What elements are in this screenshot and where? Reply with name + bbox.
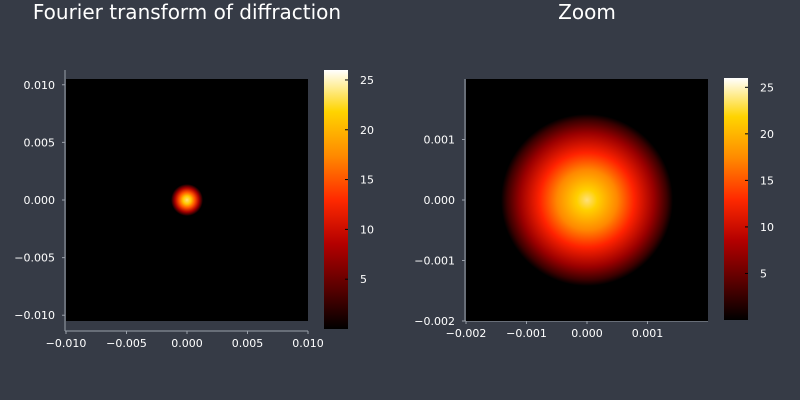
y-tick-label: −0.002: [414, 315, 455, 328]
colorbar-tick-label: 20: [360, 124, 374, 137]
colorbar-2: 5 10 15 20 25: [724, 78, 774, 320]
diffraction-peak-2: [501, 114, 673, 286]
x-tick-label: 0.000: [571, 327, 603, 340]
x-axis-2: −0.002 −0.001 0.000 0.001: [446, 320, 708, 340]
chart-panel-2: Zoom 0.001 0.000 −0.001 −0.002 −0.002 −0.001…: [414, 0, 774, 340]
y-tick-label: −0.010: [14, 309, 55, 322]
x-tick-label: 0.005: [232, 337, 264, 350]
y-tick-label: −0.001: [414, 255, 455, 268]
y-axis-1: 0.010 0.005 0.000 −0.005 −0.010: [14, 70, 66, 331]
x-tick-label: −0.010: [46, 337, 87, 350]
x-tick-label: 0.001: [632, 327, 664, 340]
y-tick-label: 0.005: [24, 136, 56, 149]
colorbar-tick-label: 5: [760, 267, 767, 280]
y-tick-label: 0.001: [424, 134, 456, 147]
diffraction-peak-1: [171, 184, 203, 216]
chart-title-2: Zoom: [558, 0, 616, 24]
colorbar-gradient-2: [724, 78, 748, 320]
colorbar-tick-label: 25: [760, 81, 774, 94]
x-tick-label: −0.005: [106, 337, 147, 350]
x-tick-label: −0.002: [446, 327, 487, 340]
colorbar-1: 5 10 15 20 25: [324, 70, 374, 329]
colorbar-tick-label: 15: [760, 174, 774, 187]
colorbar-tick-label: 25: [360, 74, 374, 87]
colorbar-gradient-1: [324, 70, 348, 329]
colorbar-tick-label: 15: [360, 174, 374, 187]
colorbar-tick-label: 10: [360, 223, 374, 236]
y-axis-2: 0.001 0.000 −0.001 −0.002: [414, 79, 466, 328]
colorbar-tick-label: 10: [760, 221, 774, 234]
x-tick-label: −0.001: [506, 327, 547, 340]
y-tick-label: 0.000: [424, 194, 456, 207]
chart-panel-1: Fourier transform of diffraction 0.0100.…: [14, 0, 374, 350]
y-tick-label: 0.000: [24, 194, 56, 207]
x-axis-1: −0.010 −0.005 0.000 0.005 0.010: [46, 330, 324, 350]
chart-title-1: Fourier transform of diffraction: [33, 0, 341, 24]
y-tick-label: −0.005: [14, 252, 55, 265]
x-tick-label: 0.010: [292, 337, 324, 350]
y-tick-label: 0.010: [24, 79, 56, 92]
x-tick-label: 0.000: [171, 337, 203, 350]
colorbar-tick-label: 5: [360, 273, 367, 286]
colorbar-tick-label: 20: [760, 128, 774, 141]
